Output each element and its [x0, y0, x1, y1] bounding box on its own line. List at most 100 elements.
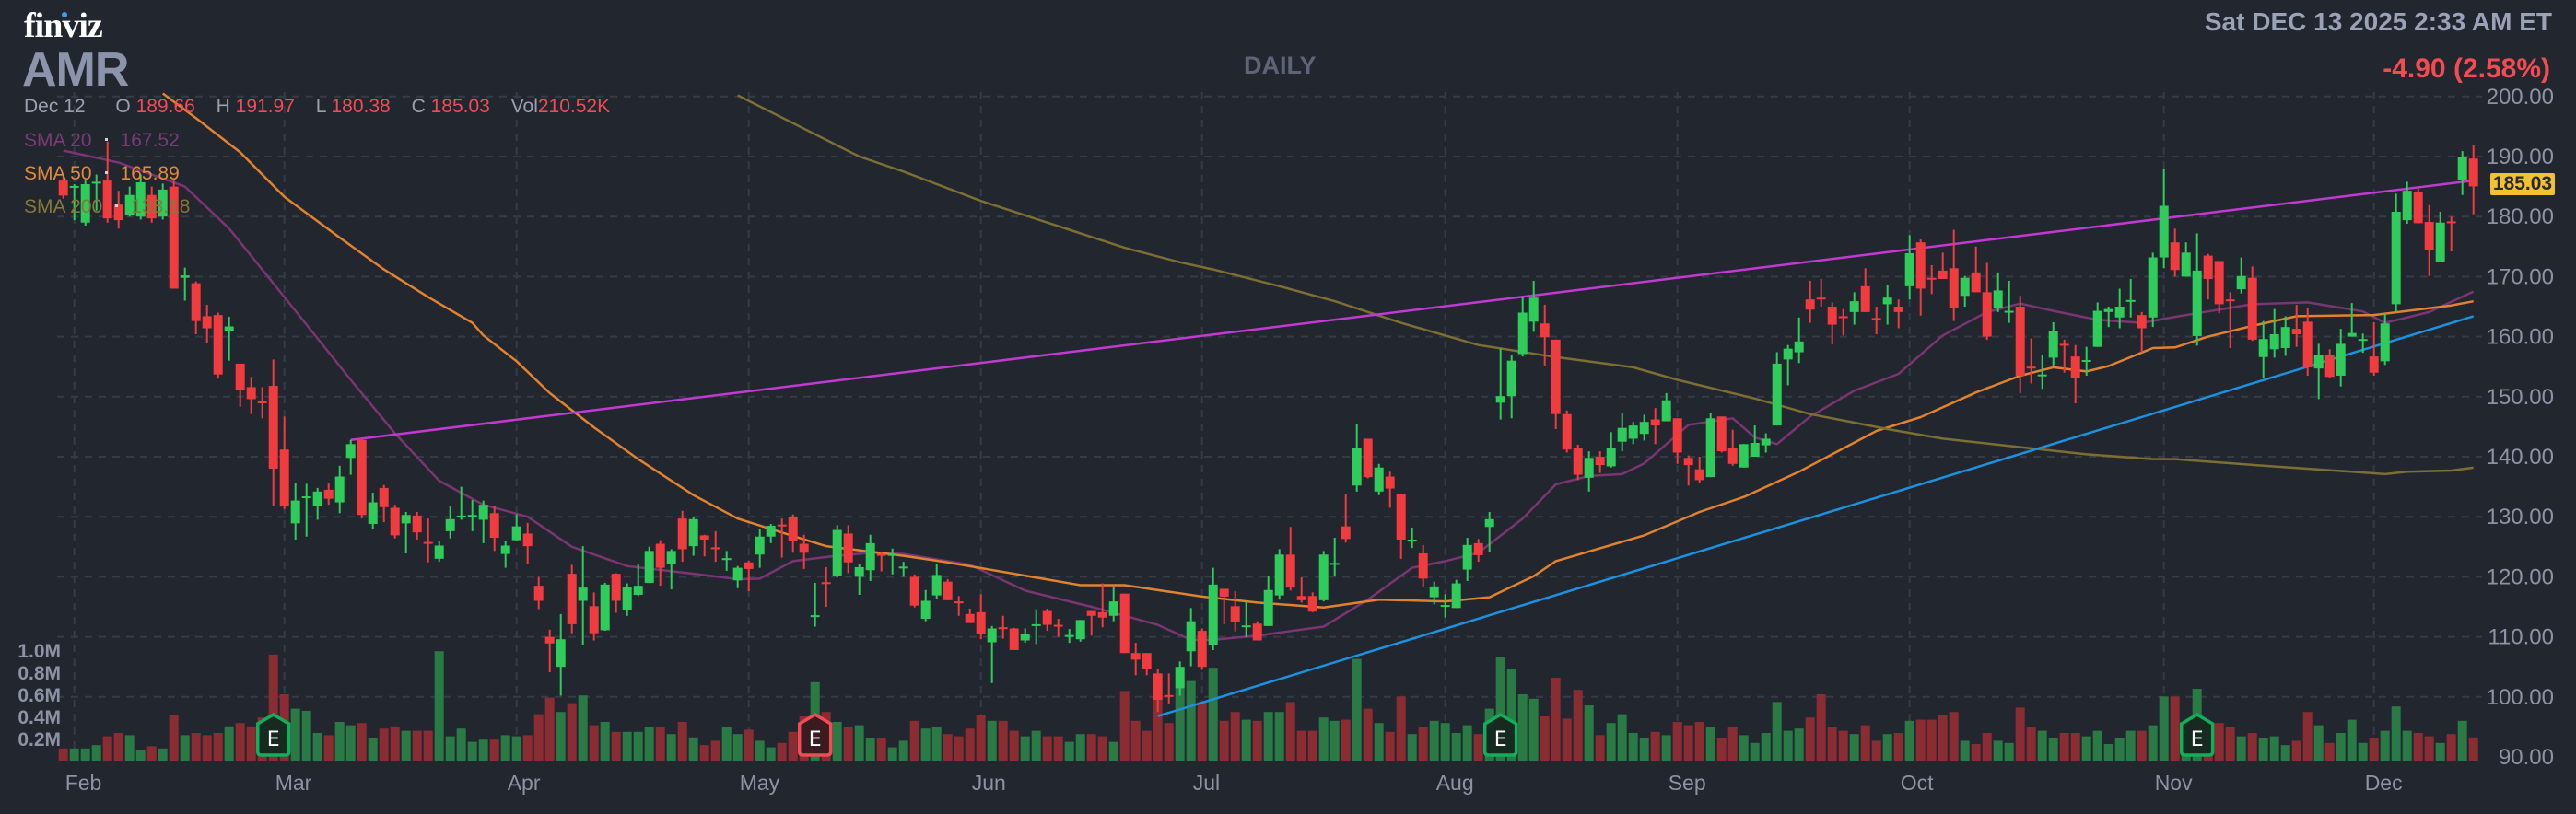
candle-body: [777, 524, 787, 527]
candle-body: [345, 444, 356, 459]
volume-bar: [943, 734, 953, 761]
candle-body: [998, 627, 1008, 630]
volume-bar: [1915, 719, 1926, 761]
volume-bar: [2302, 712, 2313, 761]
earnings-marker[interactable]: E: [1482, 712, 1518, 757]
x-tick-label: Dec: [2365, 771, 2403, 795]
candle: [777, 518, 787, 558]
support-trendline[interactable]: [1157, 315, 2475, 717]
candle: [1750, 425, 1760, 457]
candle-body: [1871, 318, 1881, 320]
candle: [334, 465, 345, 514]
candle-body: [2313, 355, 2324, 369]
earnings-marker[interactable]: E: [797, 712, 833, 757]
candle: [412, 511, 422, 540]
candle: [920, 589, 931, 622]
candle-body: [1130, 653, 1141, 660]
volume-bar: [268, 654, 278, 761]
volume-value: 210.52K: [537, 96, 611, 117]
volume-label: Vol: [510, 96, 538, 117]
volume-bar: [1329, 720, 1340, 761]
x-tick-label: Jul: [1193, 771, 1220, 795]
candle-body: [954, 601, 964, 604]
volume-bar: [500, 735, 510, 761]
trendlines[interactable]: [350, 179, 2475, 717]
volume-bar: [2358, 742, 2368, 761]
candle: [434, 541, 444, 563]
volume-bar: [2059, 733, 2069, 761]
candle-body: [1761, 438, 1771, 446]
legend-sma50[interactable]: SMA 50 165.89: [24, 163, 180, 185]
candle: [1296, 577, 1306, 603]
earnings-marker[interactable]: E: [2179, 712, 2215, 757]
y-tick-label: 170.00: [2487, 264, 2554, 289]
volume-bar: [345, 725, 356, 761]
volume-bar: [567, 703, 577, 761]
volume-bar: [1175, 689, 1185, 761]
volume-bar: [58, 748, 68, 761]
volume-bar: [1860, 725, 1870, 761]
candle: [2148, 252, 2158, 328]
candle: [1871, 307, 1881, 334]
volume-bar: [2347, 719, 2357, 761]
volume-bar: [124, 735, 135, 761]
candle: [2358, 333, 2368, 354]
legend-sma200-value: 138.18: [131, 196, 191, 217]
candle: [1938, 252, 1948, 280]
candle-body: [943, 581, 953, 600]
x-tick-label: Nov: [2155, 771, 2193, 795]
volume-bar: [556, 712, 566, 761]
volume-bar: [69, 748, 79, 761]
volume-bar: [1938, 715, 1948, 761]
candle: [1429, 581, 1439, 605]
candle: [2313, 343, 2324, 400]
candle-body: [699, 535, 709, 540]
volume-bar: [91, 745, 101, 761]
candle-body: [1385, 476, 1395, 489]
candle: [1473, 539, 1483, 563]
volume-bar: [1119, 691, 1130, 761]
candle: [1993, 272, 2003, 312]
candle: [246, 377, 256, 414]
resistance-trendline[interactable]: [350, 179, 2474, 441]
volume-bar: [2225, 727, 2235, 761]
candle-body: [1142, 653, 1152, 669]
volume-bar: [777, 742, 787, 761]
candle: [401, 511, 411, 553]
volume-bar: [1208, 668, 1218, 761]
candle: [755, 529, 765, 568]
earnings-marker[interactable]: E: [255, 712, 291, 757]
earnings-badge-shape: [1482, 712, 1518, 757]
legend-sma200[interactable]: SMA 200 138.18: [24, 196, 190, 218]
candle-body: [666, 551, 676, 564]
candle-body: [744, 562, 754, 569]
candle: [1263, 576, 1273, 626]
volume-bar: [1705, 727, 1715, 761]
volume-tick-label: 0.2M: [18, 729, 61, 750]
volume-bar: [1352, 658, 1362, 761]
candle-body: [246, 387, 256, 400]
candle: [2048, 321, 2058, 366]
ohlc-date: Dec 12: [24, 96, 86, 117]
candle-body: [633, 586, 643, 595]
candle: [1982, 262, 1992, 340]
earnings-badge-shape: [2179, 712, 2215, 757]
candle: [611, 573, 621, 613]
candle-body: [1650, 419, 1660, 426]
candle-body: [721, 558, 732, 561]
candle: [600, 582, 610, 632]
candle: [2114, 288, 2125, 329]
candle-body: [677, 518, 687, 550]
candle: [2446, 216, 2456, 252]
candle: [2059, 339, 2069, 373]
separator-dot: [115, 204, 119, 207]
y-tick-label: 110.00: [2488, 625, 2554, 650]
candle: [368, 493, 378, 529]
x-tick-label: Jun: [972, 771, 1006, 795]
candle-body: [710, 547, 720, 550]
candle: [1385, 471, 1395, 508]
volume-bar: [1562, 718, 1572, 761]
legend-sma20[interactable]: SMA 20 167.52: [24, 130, 180, 152]
